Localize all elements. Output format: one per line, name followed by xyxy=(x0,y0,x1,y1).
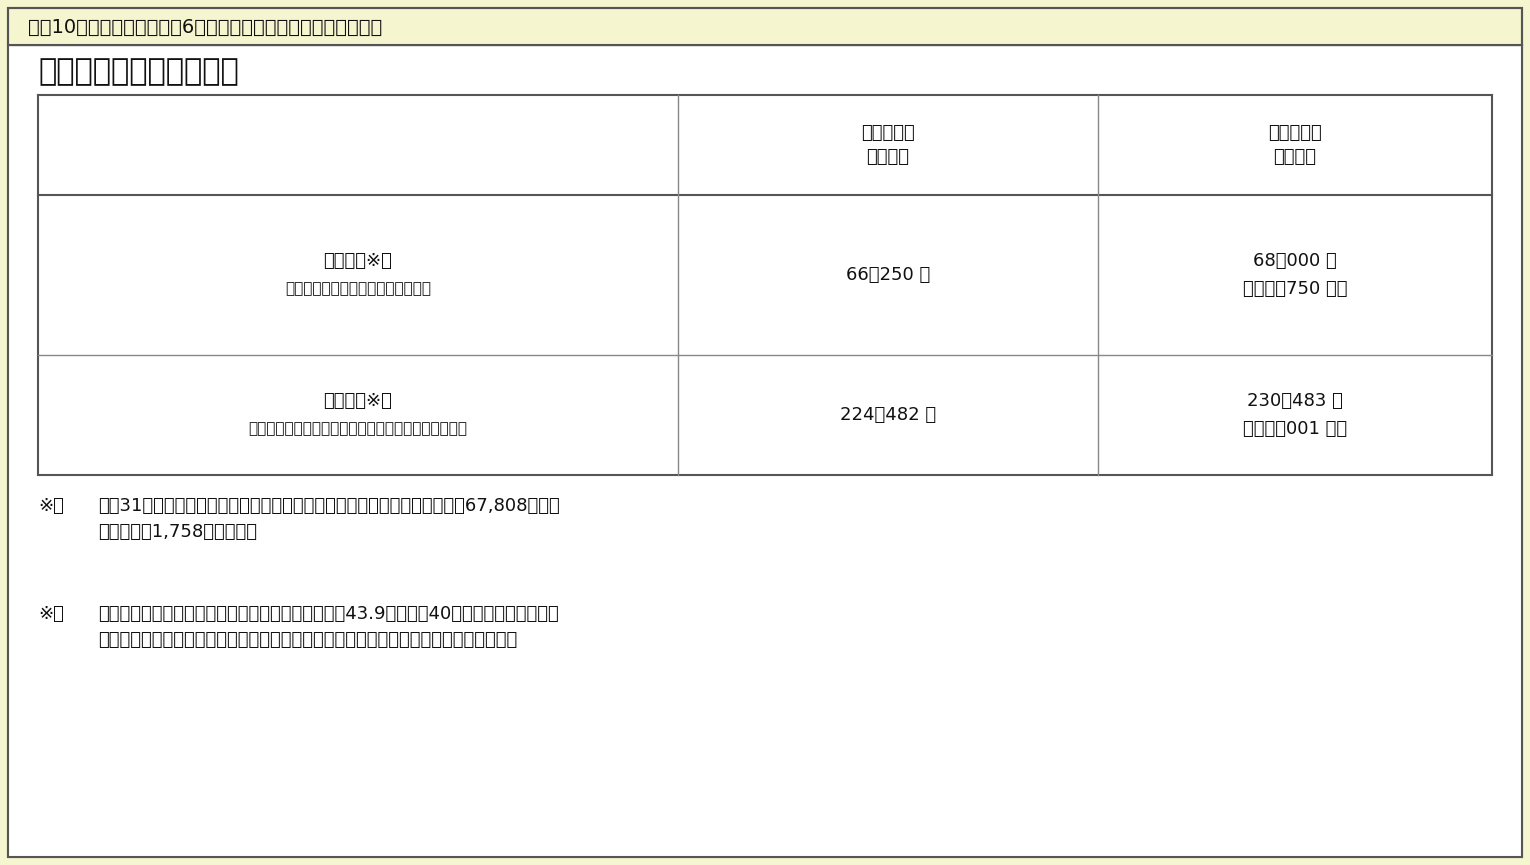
Text: 66，250 円: 66，250 円 xyxy=(846,266,930,284)
Text: 前年度比＋1,758円）です。: 前年度比＋1,758円）です。 xyxy=(98,523,257,541)
Text: （＋６，001 円）: （＋６，001 円） xyxy=(1242,420,1346,438)
Text: 230，483 円: 230，483 円 xyxy=(1247,392,1343,410)
Text: （月額）: （月額） xyxy=(1273,148,1316,166)
Text: 国民年金※１: 国民年金※１ xyxy=(323,252,392,270)
Text: （月額）: （月額） xyxy=(866,148,909,166)
Text: （老齢基礎年金（満額）：１人分）: （老齢基礎年金（満額）：１人分） xyxy=(285,281,431,297)
Text: ※１: ※１ xyxy=(38,497,64,515)
Text: （夫婦２人分の老齢基礎年金を含む標準的な年金額）: （夫婦２人分の老齢基礎年金を含む標準的な年金額） xyxy=(248,421,468,437)
Text: 平均的な収入（平均標準報酬（賞与含む月額換算）43.9万円）で40年間就業した場合に受: 平均的な収入（平均標準報酬（賞与含む月額換算）43.9万円）で40年間就業した場… xyxy=(98,605,558,623)
Text: 68，000 円: 68，000 円 xyxy=(1253,252,1337,270)
Text: 図表10　厚生労働省「令和6年度の年金額改定について」の抜粋: 図表10 厚生労働省「令和6年度の年金額改定について」の抜粋 xyxy=(28,17,383,36)
Text: 昭和31年４月１日以前生まれの方の老齢基礎年金（満額１人分）は、月額67,808円（対: 昭和31年４月１日以前生まれの方の老齢基礎年金（満額１人分）は、月額67,808… xyxy=(98,497,560,515)
Text: け取り始める年金（老齢厚生年金と２人分の老齢基礎年金（満額））の給付水準です。: け取り始める年金（老齢厚生年金と２人分の老齢基礎年金（満額））の給付水準です。 xyxy=(98,631,517,649)
Text: 厚生年金※２: 厚生年金※２ xyxy=(323,392,392,410)
Text: 224，482 円: 224，482 円 xyxy=(840,406,936,424)
Text: （＋１，750 円）: （＋１，750 円） xyxy=(1242,280,1348,298)
Text: ※２: ※２ xyxy=(38,605,64,623)
Text: 令和６年度: 令和６年度 xyxy=(1268,124,1322,142)
Text: 令和５年度: 令和５年度 xyxy=(861,124,915,142)
Text: 令和６年度の年金額の例: 令和６年度の年金額の例 xyxy=(38,57,239,86)
